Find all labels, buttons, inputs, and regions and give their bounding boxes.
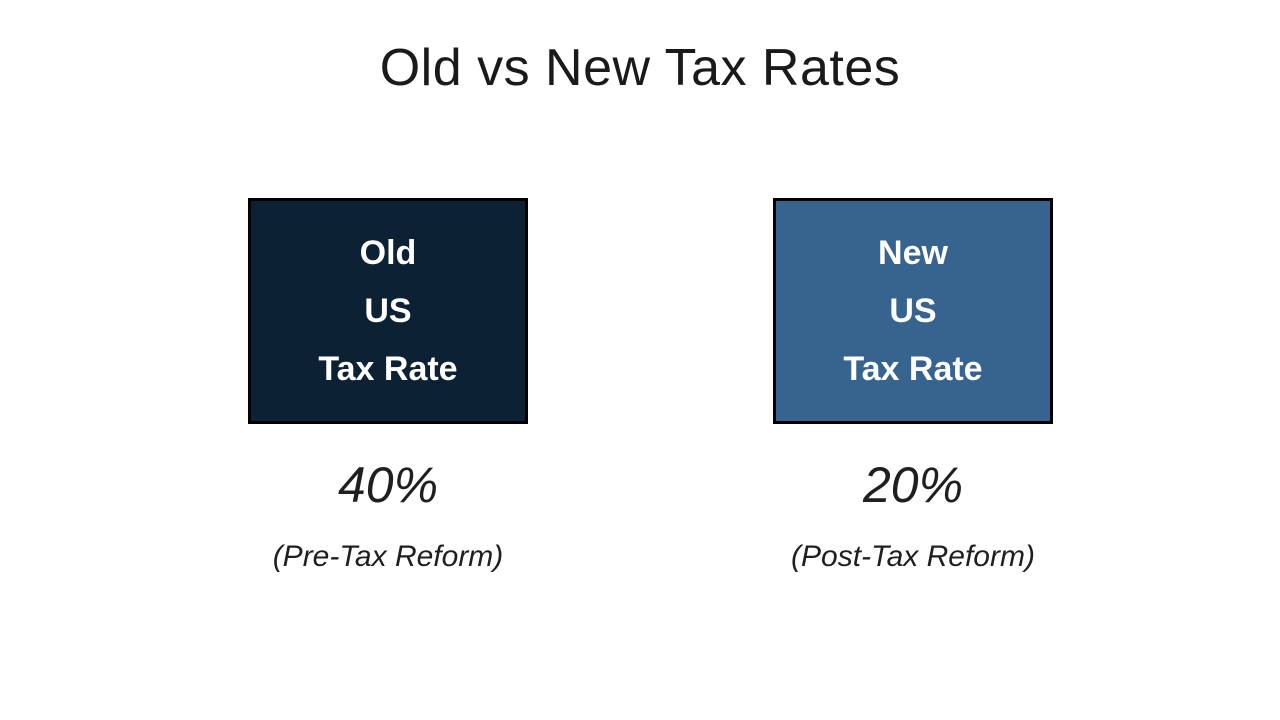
old-rate-caption: (Pre-Tax Reform) [272,540,504,573]
new-rate-column: New US Tax Rate 20% (Post-Tax Reform) [733,198,1093,572]
old-rate-box-line-1: Old [359,234,417,272]
new-rate-box: New US Tax Rate [773,198,1053,424]
old-rate-box-line-3: Tax Rate [318,350,458,388]
old-rate-box: Old US Tax Rate [248,198,528,424]
new-rate-box-line-2: US [889,292,937,330]
page-title: Old vs New Tax Rates [379,39,901,97]
old-rate-value: 40% [337,457,439,513]
new-rate-box-line-3: Tax Rate [843,350,983,388]
old-rate-box-line-2: US [364,292,412,330]
new-rate-box-line-1: New [878,234,948,272]
new-rate-value: 20% [862,457,964,513]
old-rate-column: Old US Tax Rate 40% (Pre-Tax Reform) [208,198,568,572]
new-rate-caption: (Post-Tax Reform) [791,540,1035,573]
